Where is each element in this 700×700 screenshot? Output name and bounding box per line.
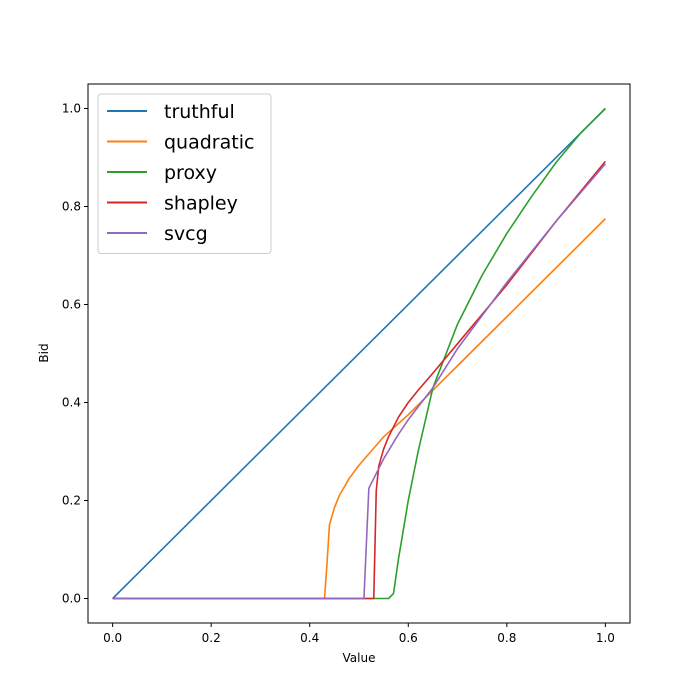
y-tick-label: 0.6 (62, 298, 81, 312)
series-line-quadratic (112, 218, 606, 600)
series-layer (112, 107, 606, 600)
series-line-truthful (112, 107, 606, 600)
legend-label: proxy (164, 162, 217, 184)
y-tick-label: 0.0 (62, 592, 81, 606)
legend-box (97, 93, 272, 254)
y-axis-label: Bid (37, 343, 51, 362)
x-tick-label: 0.4 (300, 631, 319, 645)
x-tick-label: 1.0 (596, 631, 615, 645)
legend: truthful quadratic proxy shapley svcg (97, 93, 272, 254)
y-axis: 0.0 0.2 0.4 0.6 0.8 1.0 (62, 102, 88, 606)
legend-label: truthful (164, 101, 235, 123)
y-tick-label: 1.0 (62, 102, 81, 116)
x-tick-label: 0.8 (497, 631, 516, 645)
legend-label: svcg (164, 223, 208, 245)
x-axis: 0.0 0.2 0.4 0.6 0.8 1.0 (103, 623, 615, 645)
y-tick-label: 0.2 (62, 494, 81, 508)
series-line-proxy (112, 107, 606, 600)
x-tick-label: 0.6 (399, 631, 418, 645)
legend-label: shapley (164, 193, 238, 215)
plot-frame (87, 83, 631, 624)
y-tick-label: 0.4 (62, 396, 81, 410)
legend-label: quadratic (164, 132, 254, 154)
x-axis-label: Value (343, 651, 376, 665)
y-tick-label: 0.8 (62, 200, 81, 214)
x-tick-label: 0.0 (103, 631, 122, 645)
x-tick-label: 0.2 (202, 631, 221, 645)
series-line-svcg (112, 163, 606, 600)
